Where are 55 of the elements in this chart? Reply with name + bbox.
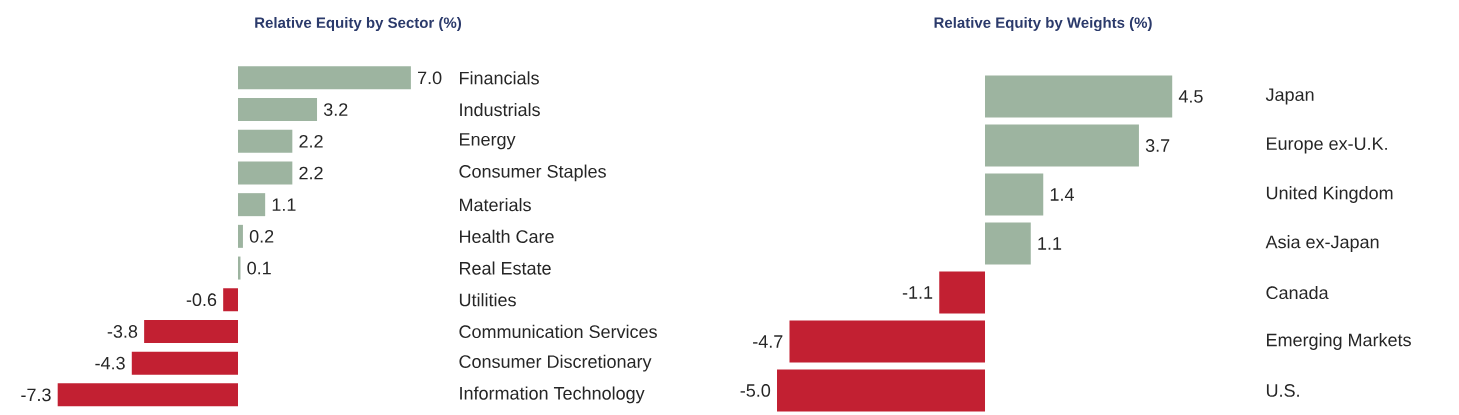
data-label: 0.1 [247, 261, 271, 275]
bar [238, 193, 266, 217]
data-label: -1.1 [902, 286, 933, 299]
data-label: 3.7 [1145, 139, 1170, 152]
y-tick-label: Canada [1266, 285, 1329, 300]
y-tick-label: Industrials [460, 102, 540, 117]
y-tick-label: Real Estate [460, 261, 551, 275]
bar [238, 224, 243, 248]
y-tick-label: U.S. [1266, 384, 1299, 397]
data-label: -4.7 [753, 335, 783, 348]
data-label: -3.8 [107, 325, 138, 338]
data-label: 1.1 [272, 198, 296, 211]
bar [985, 124, 1139, 167]
y-tick-label: Information Technology [460, 386, 645, 404]
y-tick-label: Consumer Staples [459, 164, 606, 182]
bar [939, 271, 986, 314]
bar [985, 222, 1031, 265]
y-tick-label: Consumer Discretionary [459, 354, 652, 372]
y-tick-label: Europe ex-U.K. [1267, 137, 1387, 154]
bar [131, 351, 238, 375]
y-tick-label: Emerging Markets [1267, 333, 1411, 350]
bar [238, 66, 411, 90]
data-label: 3.2 [323, 103, 348, 116]
data-label: 2.2 [299, 134, 323, 148]
data-label: 1.1 [1038, 237, 1062, 250]
bar [144, 319, 238, 343]
data-label: 1.4 [1050, 188, 1074, 201]
y-tick-label: United Kingdom [1266, 186, 1393, 203]
y-tick-label: Financials [460, 71, 539, 85]
bar [57, 383, 238, 407]
y-tick-label: Health Care [460, 229, 554, 243]
y-tick-label: Communication Services [459, 324, 657, 339]
chart-title: Relative Equity by Weights (%) [934, 16, 1152, 32]
data-label: -0.6 [186, 293, 217, 307]
bar [238, 98, 318, 122]
bar [777, 369, 986, 412]
data-label: 4.5 [1178, 90, 1203, 103]
data-label: -7.3 [21, 388, 51, 402]
y-tick-label: Energy [460, 133, 516, 150]
chart-title: Relative Equity by Sector (%) [255, 17, 462, 31]
y-tick-label: Japan [1265, 88, 1314, 105]
bar [789, 320, 986, 363]
data-label: -4.3 [95, 356, 125, 370]
bar [985, 173, 1044, 216]
bar [223, 288, 238, 312]
bar [238, 129, 293, 153]
bar [238, 161, 293, 185]
y-tick-label: Utilities [459, 293, 516, 307]
bar [985, 75, 1173, 118]
data-label: 2.2 [299, 166, 323, 180]
y-tick-label: Asia ex-Japan [1265, 235, 1379, 252]
data-label: 0.2 [249, 229, 274, 243]
data-label: -5.0 [740, 384, 771, 397]
y-tick-label: Materials [460, 198, 531, 212]
data-label: 7.0 [418, 71, 442, 85]
